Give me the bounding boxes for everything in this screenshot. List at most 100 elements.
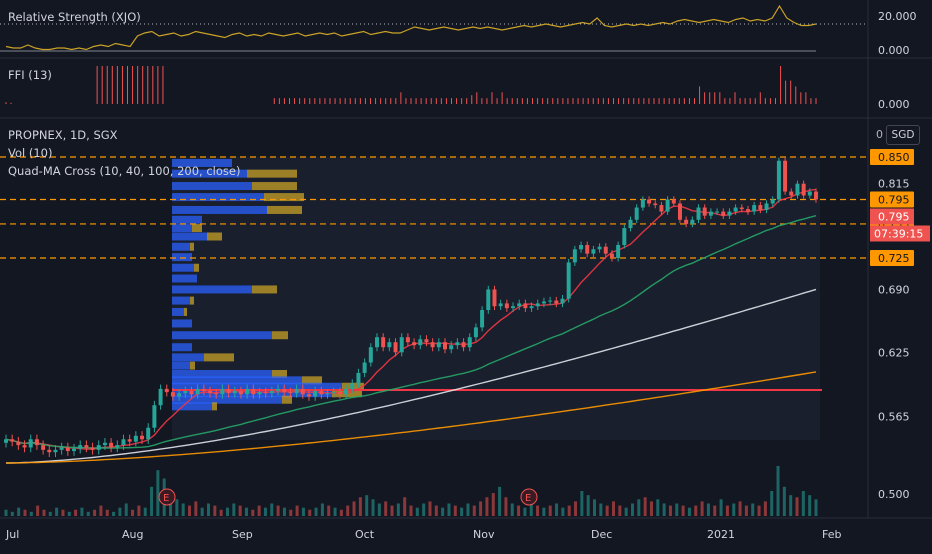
volume-bar [308,509,312,516]
time-axis-label: 2021 [707,528,735,541]
candle-body [41,445,46,450]
volume-bar [390,505,394,516]
ma-legend: Quad-MA Cross (10, 40, 100, 200, close) [8,164,241,178]
volume-bar [529,503,533,516]
candle-body [461,342,466,348]
candle-body [59,447,64,450]
volume-bar [637,499,641,516]
volume-bar [207,503,210,516]
time-axis-label: Jul [5,528,19,541]
time-axis-label: Dec [591,528,612,541]
volume-bar [561,507,565,516]
candle-body [146,427,151,440]
vp-row-up [172,376,302,385]
candle-body [548,300,553,302]
candle-body [529,306,534,309]
volume-bar [744,505,748,516]
volume-bar [643,497,647,516]
candle-body [498,303,503,307]
volume-bar [320,503,324,516]
candle-body [560,298,565,304]
candle-body [597,246,602,250]
candle-body [430,342,435,348]
horizontal-lines[interactable] [0,156,868,391]
candle-body [814,191,818,200]
volume-bar [219,509,223,516]
ma-line-40 [5,215,817,449]
candle-body [28,439,33,448]
volume-bar [244,507,248,516]
candle-body [647,199,652,204]
volume-bar [504,497,508,516]
volume-bar [542,507,546,516]
vp-row-down [252,285,277,294]
vp-row-up [172,263,194,272]
vp-row-down [184,307,187,316]
candle-body [566,262,571,299]
volume-bar [194,501,198,516]
volume-bar [713,505,717,516]
volume-bar [80,507,84,516]
vp-row-down [190,361,195,370]
candle-body [263,392,268,394]
candle-body [319,391,324,395]
vp-row-down [267,205,302,214]
candle-body [467,337,472,348]
candle-body [677,203,682,220]
ma-line-100 [5,288,817,464]
volume-bar [738,501,742,516]
earnings-marker-text: E [163,493,169,504]
time-axis-label: Sep [232,528,253,541]
candle-body [690,219,695,224]
candle-body [572,249,577,263]
candle-body [702,207,707,216]
volume-bar [99,505,103,516]
volume-bar [282,507,286,516]
volume-bar [257,505,261,516]
candle-body [78,445,83,449]
candle-body [696,207,701,220]
volume-bar [751,503,755,516]
vp-row-up [172,205,267,214]
volume-bar [352,501,356,516]
candle-body [721,211,726,216]
vp-row-up [172,242,190,251]
candle-body [504,303,509,309]
volume-bar [225,507,229,516]
candle-body [393,342,398,353]
volume-legend: Vol (10) [8,146,53,160]
volume-bar [314,507,318,516]
volume-bar [61,509,65,516]
candle-body [684,219,689,224]
candle-body [628,219,633,229]
volume-bar [42,509,46,516]
candle-body [158,388,163,406]
candle-body [133,435,138,442]
candle-body [640,199,645,208]
volume-bar [295,505,299,516]
currency-button[interactable]: SGD [886,125,920,145]
candle-body [152,405,157,428]
time-axis-label: Feb [822,528,841,541]
candle-body [90,447,95,450]
volume-bar [175,499,179,516]
vp-row-up [172,193,264,202]
volume-bar [453,505,457,516]
volume-bar [586,495,590,516]
candle-body [288,392,293,394]
volume-bar [327,505,331,516]
vp-row-up [172,395,282,404]
volume-bar [808,495,812,516]
candle-body [776,160,781,200]
rs-axis-label: 0.000 [878,44,910,57]
candle-body [418,339,423,346]
volume-bar [574,501,578,516]
price-level-tag-text: 0.850 [878,151,910,164]
candle-body [523,303,528,309]
time-axis-label: Nov [473,528,495,541]
candle-body [140,435,145,440]
volume-bar [86,511,90,516]
